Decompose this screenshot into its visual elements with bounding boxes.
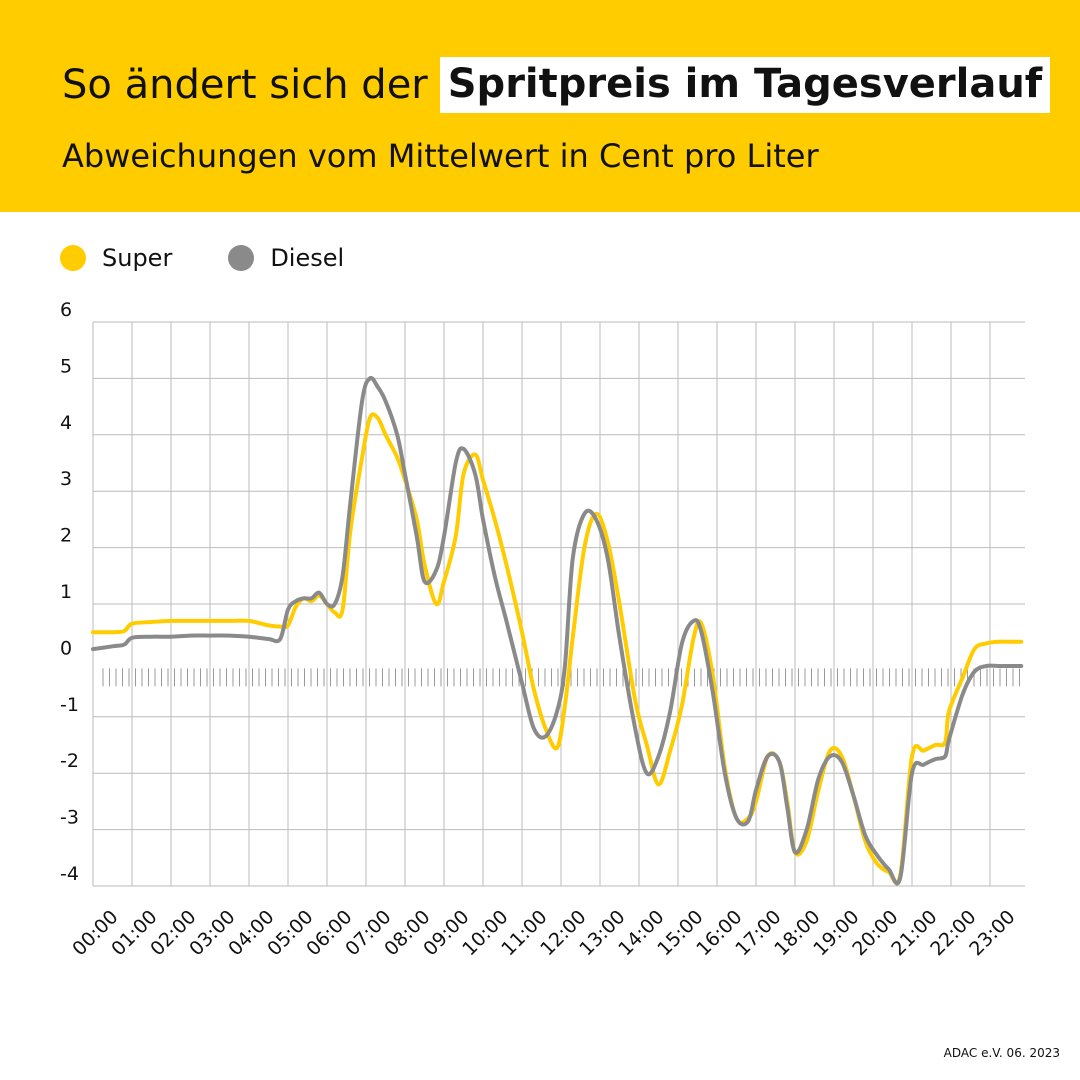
title-highlight-text: Spritpreis im Tagesverlauf (439, 57, 1051, 113)
legend-item-diesel: Diesel (228, 244, 344, 272)
title-plain-text: So ändert sich der (62, 62, 428, 108)
series-line-super (91, 412, 1024, 885)
y-tick-label: 0 (60, 637, 72, 659)
y-tick-label: -4 (60, 863, 79, 885)
chart-subtitle: Abweichungen vom Mittelwert in Cent pro … (62, 137, 819, 175)
y-tick-label: -1 (60, 694, 79, 716)
legend-item-super: Super (60, 244, 172, 272)
legend-label-diesel: Diesel (270, 244, 345, 272)
y-tick-label: 5 (60, 355, 72, 377)
line-chart: -4-3-2-1012345600:0001:0002:0003:0004:00… (60, 299, 1025, 960)
chart-title: So ändert sich der Spritpreis im Tagesve… (62, 56, 1051, 114)
x-tick-label: 23:00 (965, 906, 1019, 960)
header-banner: So ändert sich der Spritpreis im Tagesve… (0, 0, 1080, 212)
chart-area: -4 -3 -2 -1 0 1 2 3 4 5 6 00:00 01:00 02:00 03:00 04:00… (0, 290, 1080, 1010)
y-tick-label: -2 (60, 750, 79, 772)
y-tick-label: 4 (60, 412, 72, 434)
legend-dot-super (60, 245, 86, 271)
y-tick-label: 2 (60, 525, 72, 547)
y-tick-label: 3 (60, 468, 72, 490)
series-line-diesel (91, 375, 1024, 886)
legend: Super Diesel (60, 240, 400, 276)
legend-label-super: Super (102, 244, 173, 272)
y-tick-label: -3 (60, 807, 79, 829)
y-tick-label: 1 (60, 581, 72, 603)
source-footer: ADAC e.V. 06. 2023 (943, 1046, 1060, 1060)
legend-dot-diesel (228, 245, 255, 271)
y-tick-label: 6 (60, 299, 72, 321)
